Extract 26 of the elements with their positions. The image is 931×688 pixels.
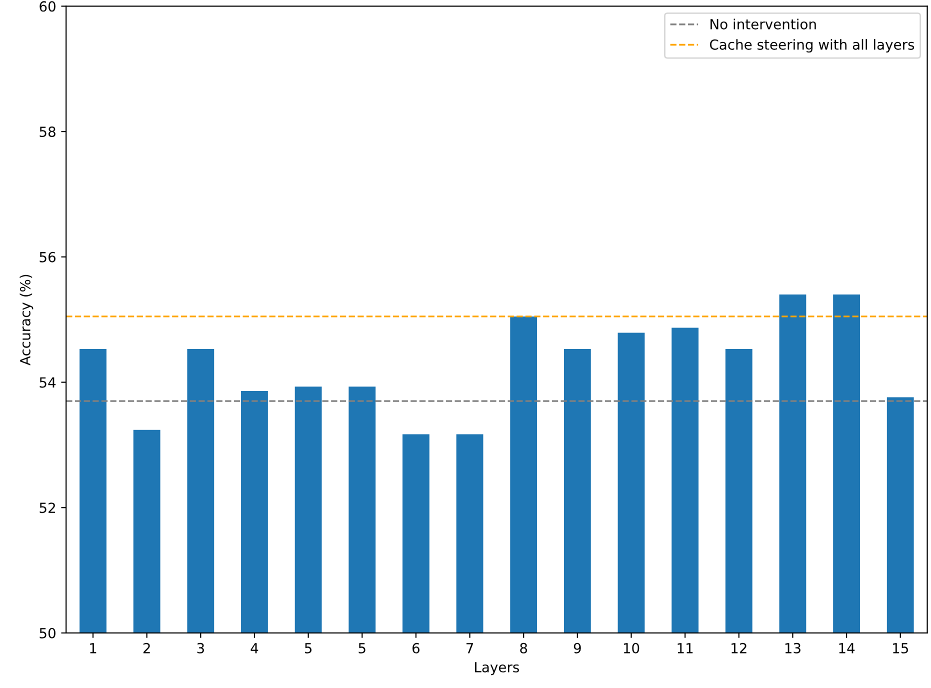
y-tick-label: 54 <box>40 377 56 388</box>
x-tick-label: 8 <box>520 642 528 654</box>
x-tick-label: 1 <box>90 643 96 654</box>
x-tick-label: 14 <box>839 643 855 654</box>
x-tick-label: 7 <box>466 643 474 654</box>
x-tick-label: 2 <box>143 642 150 654</box>
y-tick-label: 56 <box>40 252 56 262</box>
y-tick-label: 50 <box>40 628 56 638</box>
x-tick-label: 9 <box>574 642 581 654</box>
y-tick-label: 60 <box>40 1 56 12</box>
legend-label: No intervention <box>710 18 816 30</box>
x-tick-label: 6 <box>412 642 420 654</box>
y-tick-label: 58 <box>40 126 56 138</box>
x-tick-label: 15 <box>893 643 908 654</box>
x-tick-label: 5 <box>304 643 312 654</box>
x-tick-label: 13 <box>785 642 800 654</box>
x-tick-label: 3 <box>197 642 204 654</box>
x-axis-title: Layers <box>475 662 519 676</box>
x-tick-label: 4 <box>250 643 258 654</box>
x-tick-label: 5 <box>358 643 366 654</box>
legend-label: Cache steering with all layers <box>710 39 914 53</box>
x-tick-label: 10 <box>624 642 640 654</box>
y-tick-label: 52 <box>40 502 55 514</box>
x-tick-label: 12 <box>732 642 746 654</box>
x-tick-label: 11 <box>678 643 693 654</box>
y-axis-title: Accuracy (%) <box>20 274 34 366</box>
